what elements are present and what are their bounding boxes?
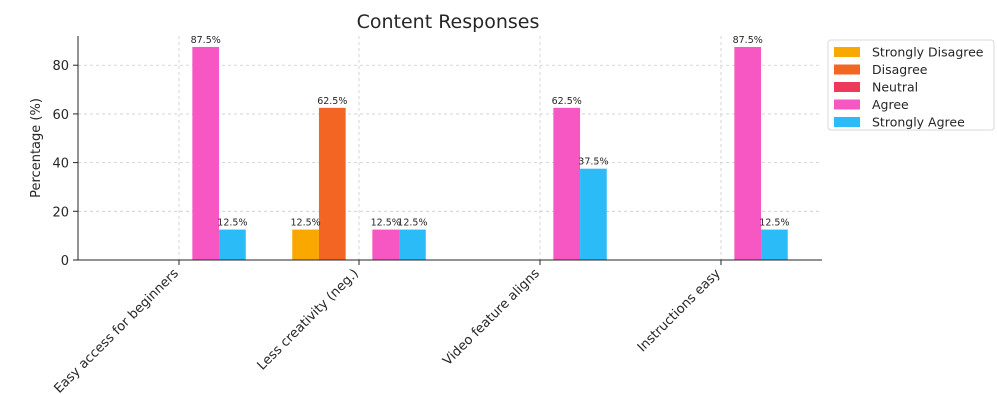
data-label: 37.5% [578,157,608,168]
bar [580,168,607,260]
legend-swatch [834,82,860,92]
bar [372,229,400,260]
bar [318,107,346,261]
legend-swatch [834,47,860,57]
legend-swatch [834,64,860,75]
data-label: 12.5% [397,218,427,229]
y-axis-label: Percentage (%) [29,98,44,198]
bar [761,229,788,260]
y-tick-label: 80 [52,59,69,74]
legend-label: Strongly Disagree [872,45,984,60]
x-tick-label: Easy access for beginners [51,266,182,394]
y-tick-label: 0 [61,254,69,269]
legend-label: Agree [872,97,909,112]
legend-swatch [834,117,860,127]
data-label: 87.5% [733,35,763,46]
x-tick-label: Video feature aligns [440,266,543,369]
data-label: 62.5% [317,96,347,107]
bar [192,46,220,261]
data-label: 62.5% [552,96,582,107]
legend-label: Neutral [872,80,918,95]
x-tick-label: Instructions easy [635,266,724,355]
legend-label: Disagree [872,62,928,77]
data-label: 87.5% [191,35,221,46]
chart-title: Content Responses [357,11,540,33]
legend-swatch [834,99,860,110]
data-label: 12.5% [759,218,789,229]
x-tick-label: Less creativity (neg.) [255,266,362,373]
legend-label: Strongly Agree [872,115,965,130]
data-label: 12.5% [291,218,321,229]
bar [292,229,319,260]
legend-box [827,39,995,131]
bar [734,46,762,261]
data-label: 12.5% [371,218,401,229]
y-tick-label: 20 [52,205,69,220]
y-tick-label: 60 [52,108,69,123]
bar [399,229,426,260]
bar [553,107,581,261]
y-tick-label: 40 [52,157,69,172]
bar [219,229,246,260]
data-label: 12.5% [217,218,247,229]
